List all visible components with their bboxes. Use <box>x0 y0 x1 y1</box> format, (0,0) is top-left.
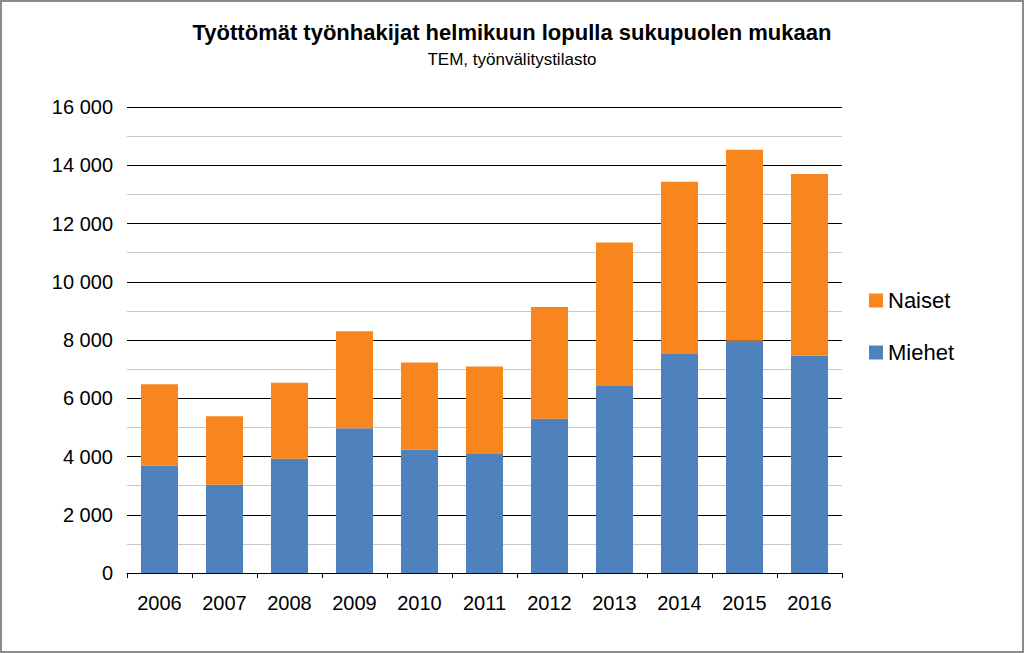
svg-text:8 000: 8 000 <box>63 329 113 351</box>
svg-text:12 000: 12 000 <box>52 213 113 235</box>
svg-text:TEM, työnvälitystilasto: TEM, työnvälitystilasto <box>427 50 596 69</box>
svg-text:2011: 2011 <box>463 592 506 614</box>
svg-text:2012: 2012 <box>527 592 572 614</box>
svg-text:2008: 2008 <box>267 592 312 614</box>
svg-text:4 000: 4 000 <box>63 446 113 468</box>
svg-text:2009: 2009 <box>332 592 377 614</box>
svg-text:Työttömät työnhakijat helmikuu: Työttömät työnhakijat helmikuun lopulla … <box>193 20 832 45</box>
svg-text:16 000: 16 000 <box>52 96 113 118</box>
svg-text:2013: 2013 <box>592 592 637 614</box>
svg-text:2014: 2014 <box>657 592 702 614</box>
svg-text:2015: 2015 <box>722 592 767 614</box>
svg-text:2 000: 2 000 <box>63 504 113 526</box>
svg-text:0: 0 <box>102 562 113 584</box>
svg-text:Miehet: Miehet <box>888 340 954 365</box>
svg-text:2007: 2007 <box>202 592 247 614</box>
svg-text:10 000: 10 000 <box>52 271 113 293</box>
svg-text:2010: 2010 <box>397 592 442 614</box>
svg-text:2016: 2016 <box>787 592 832 614</box>
svg-text:6 000: 6 000 <box>63 387 113 409</box>
svg-text:2006: 2006 <box>137 592 182 614</box>
svg-text:14 000: 14 000 <box>52 154 113 176</box>
svg-text:Naiset: Naiset <box>888 288 950 313</box>
